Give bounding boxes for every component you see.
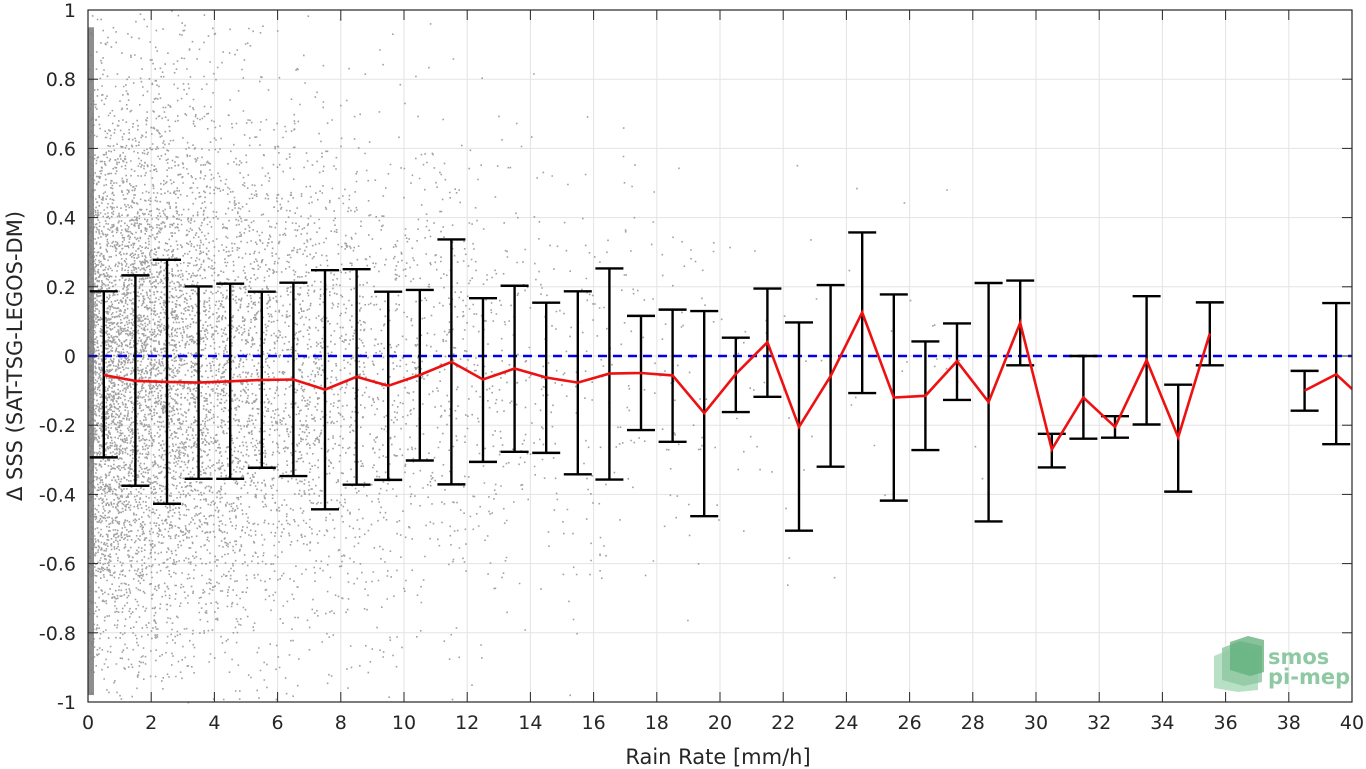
y-tick-label: 0.6 [46,138,76,160]
y-axis-label: Δ SSS (SAT-TSG-LEGOS-DM) [3,211,27,501]
x-tick-label: 0 [82,712,94,734]
scatter-dense-band [88,27,94,696]
x-tick-label: 16 [582,712,606,734]
binned-mean-segment [1304,372,1353,392]
scatter-cloud [88,10,984,704]
y-tick-label: 0.8 [46,69,76,91]
x-tick-label: 4 [208,712,220,734]
error-bar [89,290,118,459]
x-tick-label: 10 [392,712,416,734]
logo-text-pi-mep: pi-mep [1268,665,1350,689]
y-tick-label: -0.2 [39,415,76,437]
scatter-points [88,10,984,704]
y-tick-label: -0.8 [39,623,76,645]
binned-mean-line [103,309,1353,453]
x-tick-label: 18 [645,712,669,734]
x-tick-label: 14 [518,712,542,734]
x-axis-label: Rain Rate [mm/h] [625,745,810,769]
x-tick-label: 12 [455,712,479,734]
logo-graphic [1214,636,1264,692]
y-tick-label: 1 [64,0,76,22]
x-tick-label: 8 [335,712,347,734]
x-tick-label: 24 [834,712,858,734]
x-tick-label: 28 [961,712,985,734]
axes-frame [87,9,1353,703]
x-tick-label: 30 [1024,712,1048,734]
x-tick-label: 2 [145,712,157,734]
error-bar [1290,369,1319,412]
x-tick-label: 26 [898,712,922,734]
x-tick-label: 40 [1340,712,1364,734]
x-tick-label: 36 [1214,712,1238,734]
y-tick-label: -1 [57,692,76,714]
logo-text-smos: smos [1268,645,1329,669]
y-tick-label: -0.6 [39,554,76,576]
x-tick-label: 34 [1150,712,1174,734]
x-tick-label: 38 [1277,712,1301,734]
y-tick-label: 0.2 [46,277,76,299]
smos-pi-mep-logo: smos pi-mep [1214,636,1350,692]
binned-mean-segment [103,309,1212,453]
x-tick-label: 6 [272,712,284,734]
x-tick-labels: 0 2 4 6 8 10 12 14 16 18 20 22 24 26 28 30 32 34 36 38 40 [82,712,1364,734]
x-tick-label: 22 [771,712,795,734]
y-tick-label: -0.4 [39,484,76,506]
y-tick-label: 0.4 [46,208,76,230]
y-tick-labels: -1 -0.8 -0.6 -0.4 -0.2 0 0.2 0.4 0.6 0.8 1 [39,0,76,714]
x-tick-label: 32 [1087,712,1111,734]
x-tick-label: 20 [708,712,732,734]
y-tick-label: 0 [64,346,76,368]
